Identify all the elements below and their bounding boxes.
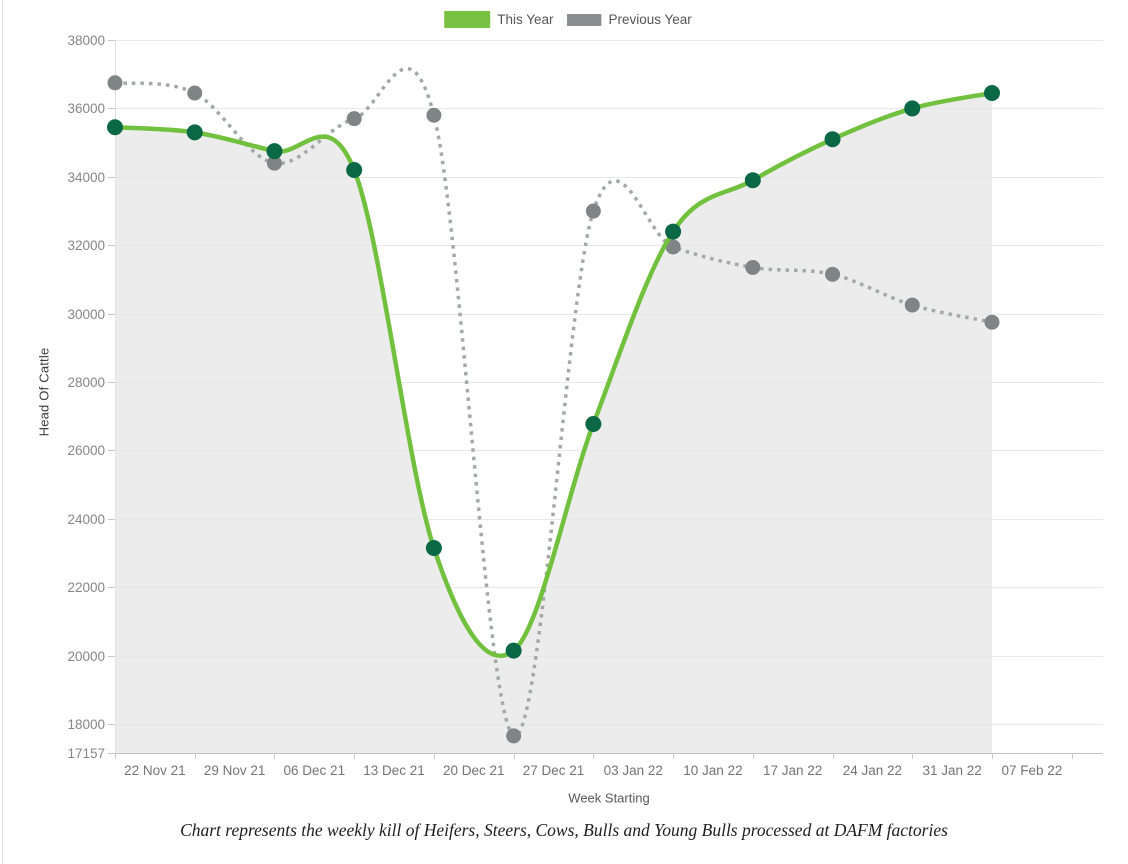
data-point-previous-year[interactable] bbox=[585, 203, 601, 219]
data-point-this-year[interactable] bbox=[107, 119, 123, 136]
data-point-previous-year[interactable] bbox=[346, 111, 362, 127]
series-line-previous-year bbox=[114, 67, 993, 738]
chart-legend: This Year Previous Year bbox=[444, 11, 692, 28]
legend-label-this-year: This Year bbox=[497, 12, 554, 27]
x-tick-label: 20 Dec 21 bbox=[443, 763, 505, 778]
previous-year-swatch-icon bbox=[567, 13, 602, 26]
y-tick-label: 30000 bbox=[67, 307, 105, 322]
series-line-this-year bbox=[114, 90, 993, 658]
legend-label-previous-year: Previous Year bbox=[608, 12, 692, 27]
y-tick-label: 36000 bbox=[67, 101, 105, 116]
data-point-this-year[interactable] bbox=[425, 539, 442, 556]
data-point-previous-year[interactable] bbox=[107, 75, 123, 91]
data-point-this-year[interactable] bbox=[983, 85, 1000, 102]
chart-canvas: 38000 36000 34000 32000 30000 28000 26000 24000… bbox=[67, 33, 1103, 778]
data-point-previous-year[interactable] bbox=[904, 297, 920, 313]
x-tick-label: 27 Dec 21 bbox=[523, 763, 585, 778]
y-tick-label: 20000 bbox=[67, 649, 105, 664]
x-tick-label: 10 Jan 22 bbox=[683, 763, 742, 778]
chart-caption: Chart represents the weekly kill of Heif… bbox=[180, 820, 948, 840]
data-point-previous-year[interactable] bbox=[745, 259, 761, 275]
y-tick-label: 24000 bbox=[67, 512, 105, 527]
data-point-this-year[interactable] bbox=[186, 124, 203, 141]
x-tick-label: 13 Dec 21 bbox=[363, 763, 425, 778]
data-point-this-year[interactable] bbox=[824, 131, 841, 148]
data-point-this-year[interactable] bbox=[346, 161, 363, 178]
y-tick-label: 26000 bbox=[67, 443, 105, 458]
legend-item-previous-year[interactable]: Previous Year bbox=[567, 12, 692, 27]
x-tick-label: 22 Nov 21 bbox=[124, 763, 186, 778]
y-tick-label: 18000 bbox=[67, 717, 105, 732]
x-axis-title: Week Starting bbox=[568, 790, 650, 806]
data-point-this-year[interactable] bbox=[665, 223, 682, 240]
data-point-previous-year[interactable] bbox=[825, 266, 841, 282]
series-area-fill bbox=[115, 93, 992, 754]
y-tick-label: 38000 bbox=[67, 33, 105, 48]
y-tick-label: 32000 bbox=[67, 238, 105, 253]
data-point-previous-year[interactable] bbox=[426, 107, 442, 123]
y-tick-label: 28000 bbox=[67, 375, 105, 390]
data-point-previous-year[interactable] bbox=[187, 85, 203, 101]
x-tick-label: 31 Jan 22 bbox=[922, 763, 981, 778]
page-left-border bbox=[2, 0, 3, 864]
x-tick-label: 17 Jan 22 bbox=[763, 763, 822, 778]
x-tick-label: 03 Jan 22 bbox=[604, 763, 663, 778]
x-tick-label: 07 Feb 22 bbox=[1001, 763, 1062, 778]
data-point-this-year[interactable] bbox=[266, 143, 283, 160]
legend-item-this-year[interactable]: This Year bbox=[444, 11, 553, 28]
y-tick-label: 34000 bbox=[67, 170, 105, 185]
data-point-previous-year[interactable] bbox=[665, 239, 681, 255]
data-point-this-year[interactable] bbox=[744, 172, 761, 189]
x-tick-label: 29 Nov 21 bbox=[204, 763, 266, 778]
data-point-this-year[interactable] bbox=[904, 100, 921, 117]
y-tick-label: 22000 bbox=[67, 580, 105, 595]
data-point-previous-year[interactable] bbox=[266, 155, 282, 171]
data-point-this-year[interactable] bbox=[585, 415, 602, 432]
data-point-previous-year[interactable] bbox=[984, 314, 1000, 330]
y-tick-label: 17157 bbox=[67, 746, 105, 761]
data-point-previous-year[interactable] bbox=[506, 728, 522, 744]
x-tick-label: 24 Jan 22 bbox=[843, 763, 902, 778]
x-tick-label: 06 Dec 21 bbox=[284, 763, 346, 778]
data-point-this-year[interactable] bbox=[505, 642, 522, 659]
this-year-swatch-icon bbox=[444, 11, 491, 28]
y-axis-title: Head Of Cattle bbox=[36, 347, 52, 437]
